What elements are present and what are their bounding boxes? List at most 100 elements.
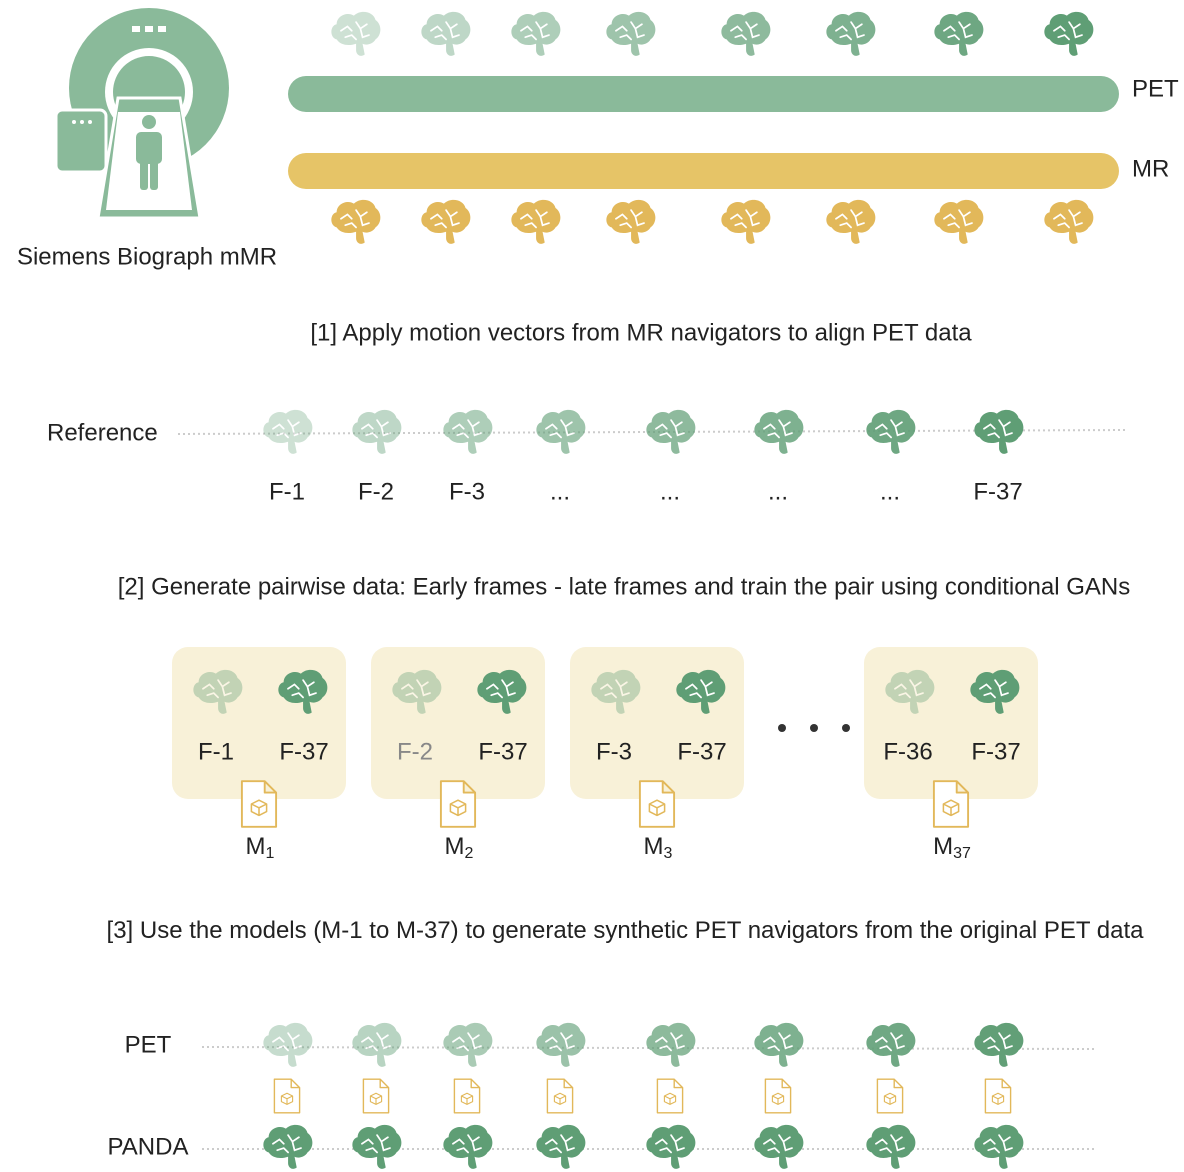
late-label: F-37: [677, 738, 726, 765]
pair-box: [371, 647, 545, 799]
frame-label: ...: [768, 478, 788, 505]
model-icon: [640, 781, 674, 827]
pet-brain: [331, 12, 380, 56]
frame-label: F-2: [358, 478, 394, 505]
model-icon: [985, 1079, 1010, 1113]
model-icon: [877, 1079, 902, 1113]
early-label: F-36: [883, 738, 932, 765]
track-label: MR: [1132, 155, 1169, 182]
panda-brain: [754, 1125, 803, 1169]
pet-brain: [606, 12, 655, 56]
pet-brain: [646, 1023, 695, 1067]
early-label: F-3: [596, 738, 632, 765]
step-title: [3] Use the models (M-1 to M-37) to gene…: [90, 912, 1160, 950]
model-name: M: [246, 833, 266, 860]
frame-label: F-37: [973, 478, 1022, 505]
pet-brain: [443, 1023, 492, 1067]
step-title: [2] Generate pairwise data: Early frames…: [118, 573, 1131, 600]
pet-brain: [866, 1023, 915, 1067]
model-icon: [242, 781, 276, 827]
model-icon: [657, 1079, 682, 1113]
pet-brain: [754, 1023, 803, 1067]
frame-brain: [754, 410, 803, 454]
pet-brain: [974, 1023, 1023, 1067]
mr-track: [288, 153, 1119, 189]
model-icon: [363, 1079, 388, 1113]
model-icon: [274, 1079, 299, 1113]
early-label: F-2: [397, 738, 433, 765]
model-icon: [441, 781, 475, 827]
mr-brain: [721, 200, 770, 244]
frame-brain: [443, 410, 492, 454]
panda-brain: [866, 1125, 915, 1169]
frame-brain: [263, 410, 312, 454]
frame-label: ...: [880, 478, 900, 505]
row-label: PET: [125, 1031, 172, 1058]
track-label: PET: [1132, 75, 1179, 102]
ellipsis-dot: [810, 724, 818, 732]
mr-brain: [511, 200, 560, 244]
frame-brain: [974, 410, 1023, 454]
model-icon: [765, 1079, 790, 1113]
mr-brain: [1044, 200, 1093, 244]
panda-brain: [263, 1125, 312, 1169]
panda-brain: [443, 1125, 492, 1169]
diagram: Siemens Biograph mMR PET MR [1] Apply mo…: [0, 0, 1184, 1172]
panda-brain: [352, 1125, 401, 1169]
ellipsis-dot: [778, 724, 786, 732]
model-name: M: [445, 833, 465, 860]
pet-brain: [263, 1023, 312, 1067]
scanner-icon: [56, 8, 229, 218]
pet-brain: [352, 1023, 401, 1067]
panda-brain: [646, 1125, 695, 1169]
model-index: 2: [465, 845, 474, 862]
model-name: M: [933, 833, 953, 860]
mr-brain: [331, 200, 380, 244]
frame-brain: [866, 410, 915, 454]
frame-brain: [536, 410, 585, 454]
frame-brain: [352, 410, 401, 454]
panda-brain: [536, 1125, 585, 1169]
frame-label: ...: [660, 478, 680, 505]
model-icon: [454, 1079, 479, 1113]
pet-brain: [421, 12, 470, 56]
late-label: F-37: [279, 738, 328, 765]
panda-brain: [974, 1125, 1023, 1169]
model-label: M37: [933, 833, 971, 862]
mr-brain: [934, 200, 983, 244]
model-index: 37: [953, 845, 971, 862]
page: Siemens Biograph mMR PET MR [1] Apply mo…: [0, 0, 1184, 1172]
model-name: M: [644, 833, 664, 860]
pet-brain: [511, 12, 560, 56]
pet-brain: [1044, 12, 1093, 56]
frame-label: F-1: [269, 478, 305, 505]
row-label: PANDA: [108, 1133, 189, 1160]
late-label: F-37: [971, 738, 1020, 765]
scanner-label: Siemens Biograph mMR: [17, 243, 277, 270]
mr-brain: [606, 200, 655, 244]
frame-label: F-3: [449, 478, 485, 505]
frame-brain: [646, 410, 695, 454]
mr-brain: [421, 200, 470, 244]
pair-box: [864, 647, 1038, 799]
reference-label: Reference: [47, 419, 158, 446]
mr-brain: [826, 200, 875, 244]
pet-track: [288, 76, 1119, 112]
late-label: F-37: [478, 738, 527, 765]
model-label: M2: [445, 833, 474, 862]
pet-brain: [536, 1023, 585, 1067]
model-icon: [547, 1079, 572, 1113]
model-label: M3: [644, 833, 673, 862]
model-icon: [934, 781, 968, 827]
ellipsis-dot: [842, 724, 850, 732]
pet-brain: [934, 12, 983, 56]
frame-label: ...: [550, 478, 570, 505]
model-label: M1: [246, 833, 275, 862]
pet-brain: [721, 12, 770, 56]
pair-box: [172, 647, 346, 799]
step-title: [1] Apply motion vectors from MR navigat…: [310, 319, 972, 346]
model-index: 1: [266, 845, 275, 862]
pet-brain: [826, 12, 875, 56]
model-index: 3: [664, 845, 673, 862]
pair-box: [570, 647, 744, 799]
